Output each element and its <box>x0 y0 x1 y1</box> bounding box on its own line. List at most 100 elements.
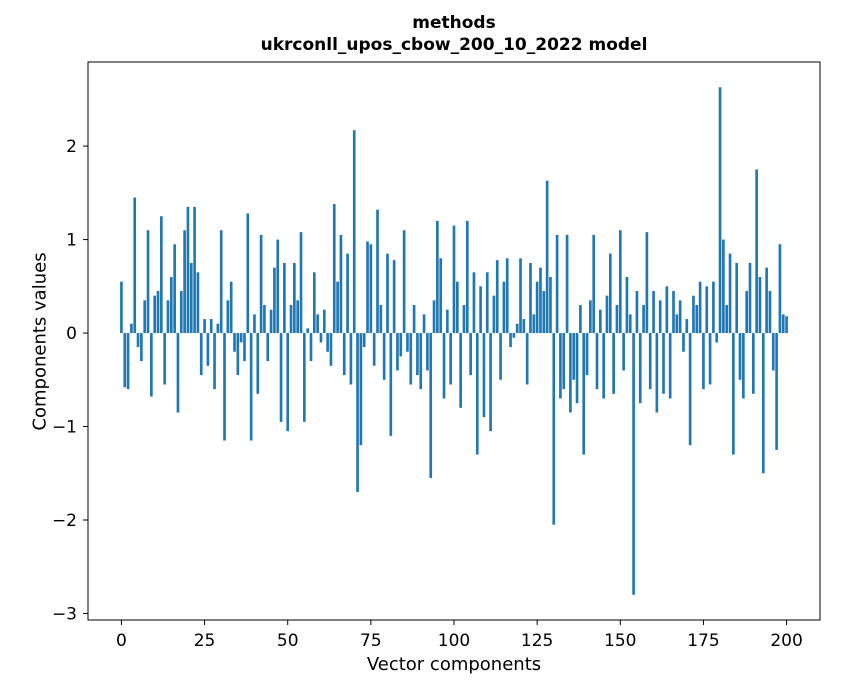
bar <box>489 333 492 432</box>
bar <box>229 281 233 334</box>
bar <box>612 333 615 394</box>
bar <box>599 309 602 334</box>
bar <box>515 323 519 334</box>
x-tick-label: 100 <box>438 631 470 651</box>
bar <box>399 333 403 357</box>
y-tick-label: 1 <box>66 231 77 251</box>
x-tick-label: 75 <box>360 631 382 651</box>
bar <box>592 234 596 334</box>
bar <box>775 333 778 450</box>
bar <box>336 281 339 334</box>
bar <box>532 314 536 334</box>
bar <box>303 333 306 422</box>
bar <box>386 253 389 334</box>
bar <box>140 333 143 362</box>
bar <box>289 305 293 334</box>
bar <box>339 234 343 334</box>
bar <box>615 305 619 334</box>
bar <box>273 267 276 334</box>
bar <box>406 333 409 352</box>
bar <box>173 244 176 334</box>
bar <box>382 333 386 380</box>
bar <box>372 333 376 366</box>
bar <box>465 220 469 334</box>
bar <box>545 180 549 334</box>
x-tick-label: 50 <box>277 631 299 651</box>
bar <box>130 323 133 334</box>
bar <box>735 262 739 334</box>
bar <box>346 253 349 334</box>
bar <box>738 333 742 380</box>
bar <box>522 319 526 334</box>
bar <box>126 333 130 390</box>
bar <box>781 314 785 334</box>
bar <box>456 281 459 334</box>
bar <box>449 333 452 385</box>
bar <box>585 333 589 376</box>
bar <box>499 333 502 380</box>
bar <box>366 241 369 334</box>
bar <box>642 305 645 334</box>
bar <box>555 234 559 334</box>
bar <box>628 314 632 334</box>
bar <box>582 333 586 455</box>
bar <box>213 333 216 390</box>
bar <box>685 319 689 334</box>
bar <box>632 333 635 595</box>
bar <box>559 333 562 399</box>
bar <box>150 333 153 397</box>
bar <box>765 267 768 334</box>
bar <box>439 258 443 334</box>
bar <box>635 290 639 334</box>
bar <box>708 333 712 385</box>
bar <box>416 333 419 376</box>
bar <box>326 333 329 352</box>
bar <box>266 333 270 362</box>
bar <box>206 333 210 366</box>
bar <box>160 216 163 334</box>
bar <box>509 333 512 348</box>
bar <box>492 295 496 334</box>
bar <box>269 309 273 334</box>
bar <box>253 314 256 334</box>
bar <box>389 333 393 436</box>
bar <box>429 333 433 478</box>
bar <box>209 319 213 334</box>
bar <box>219 230 223 334</box>
x-axis-label: Vector components <box>366 654 542 675</box>
bar <box>332 204 336 334</box>
bar <box>519 258 522 334</box>
bar <box>462 305 466 334</box>
bar <box>226 300 230 334</box>
bar <box>239 333 243 343</box>
bar <box>136 333 140 348</box>
bar <box>595 333 599 390</box>
bar <box>153 295 157 334</box>
bar <box>529 262 532 334</box>
bar <box>249 333 253 441</box>
bar <box>199 333 203 376</box>
bar <box>246 213 250 334</box>
y-tick-label: 2 <box>66 137 77 157</box>
bar <box>146 230 150 334</box>
bar <box>565 234 569 334</box>
bar <box>422 314 426 334</box>
bar <box>259 234 263 334</box>
bar <box>233 333 236 352</box>
bar <box>549 276 552 334</box>
bar <box>692 295 695 334</box>
bar <box>459 333 462 408</box>
bar <box>771 333 775 371</box>
bar <box>605 295 609 334</box>
bar <box>179 290 183 334</box>
bar <box>625 276 629 334</box>
bar <box>579 305 582 334</box>
bar <box>356 333 359 492</box>
bar <box>419 333 423 390</box>
bar <box>722 239 725 334</box>
bar <box>256 333 260 394</box>
bar <box>412 305 416 334</box>
bar <box>442 333 446 399</box>
x-tick-label: 200 <box>770 631 802 651</box>
